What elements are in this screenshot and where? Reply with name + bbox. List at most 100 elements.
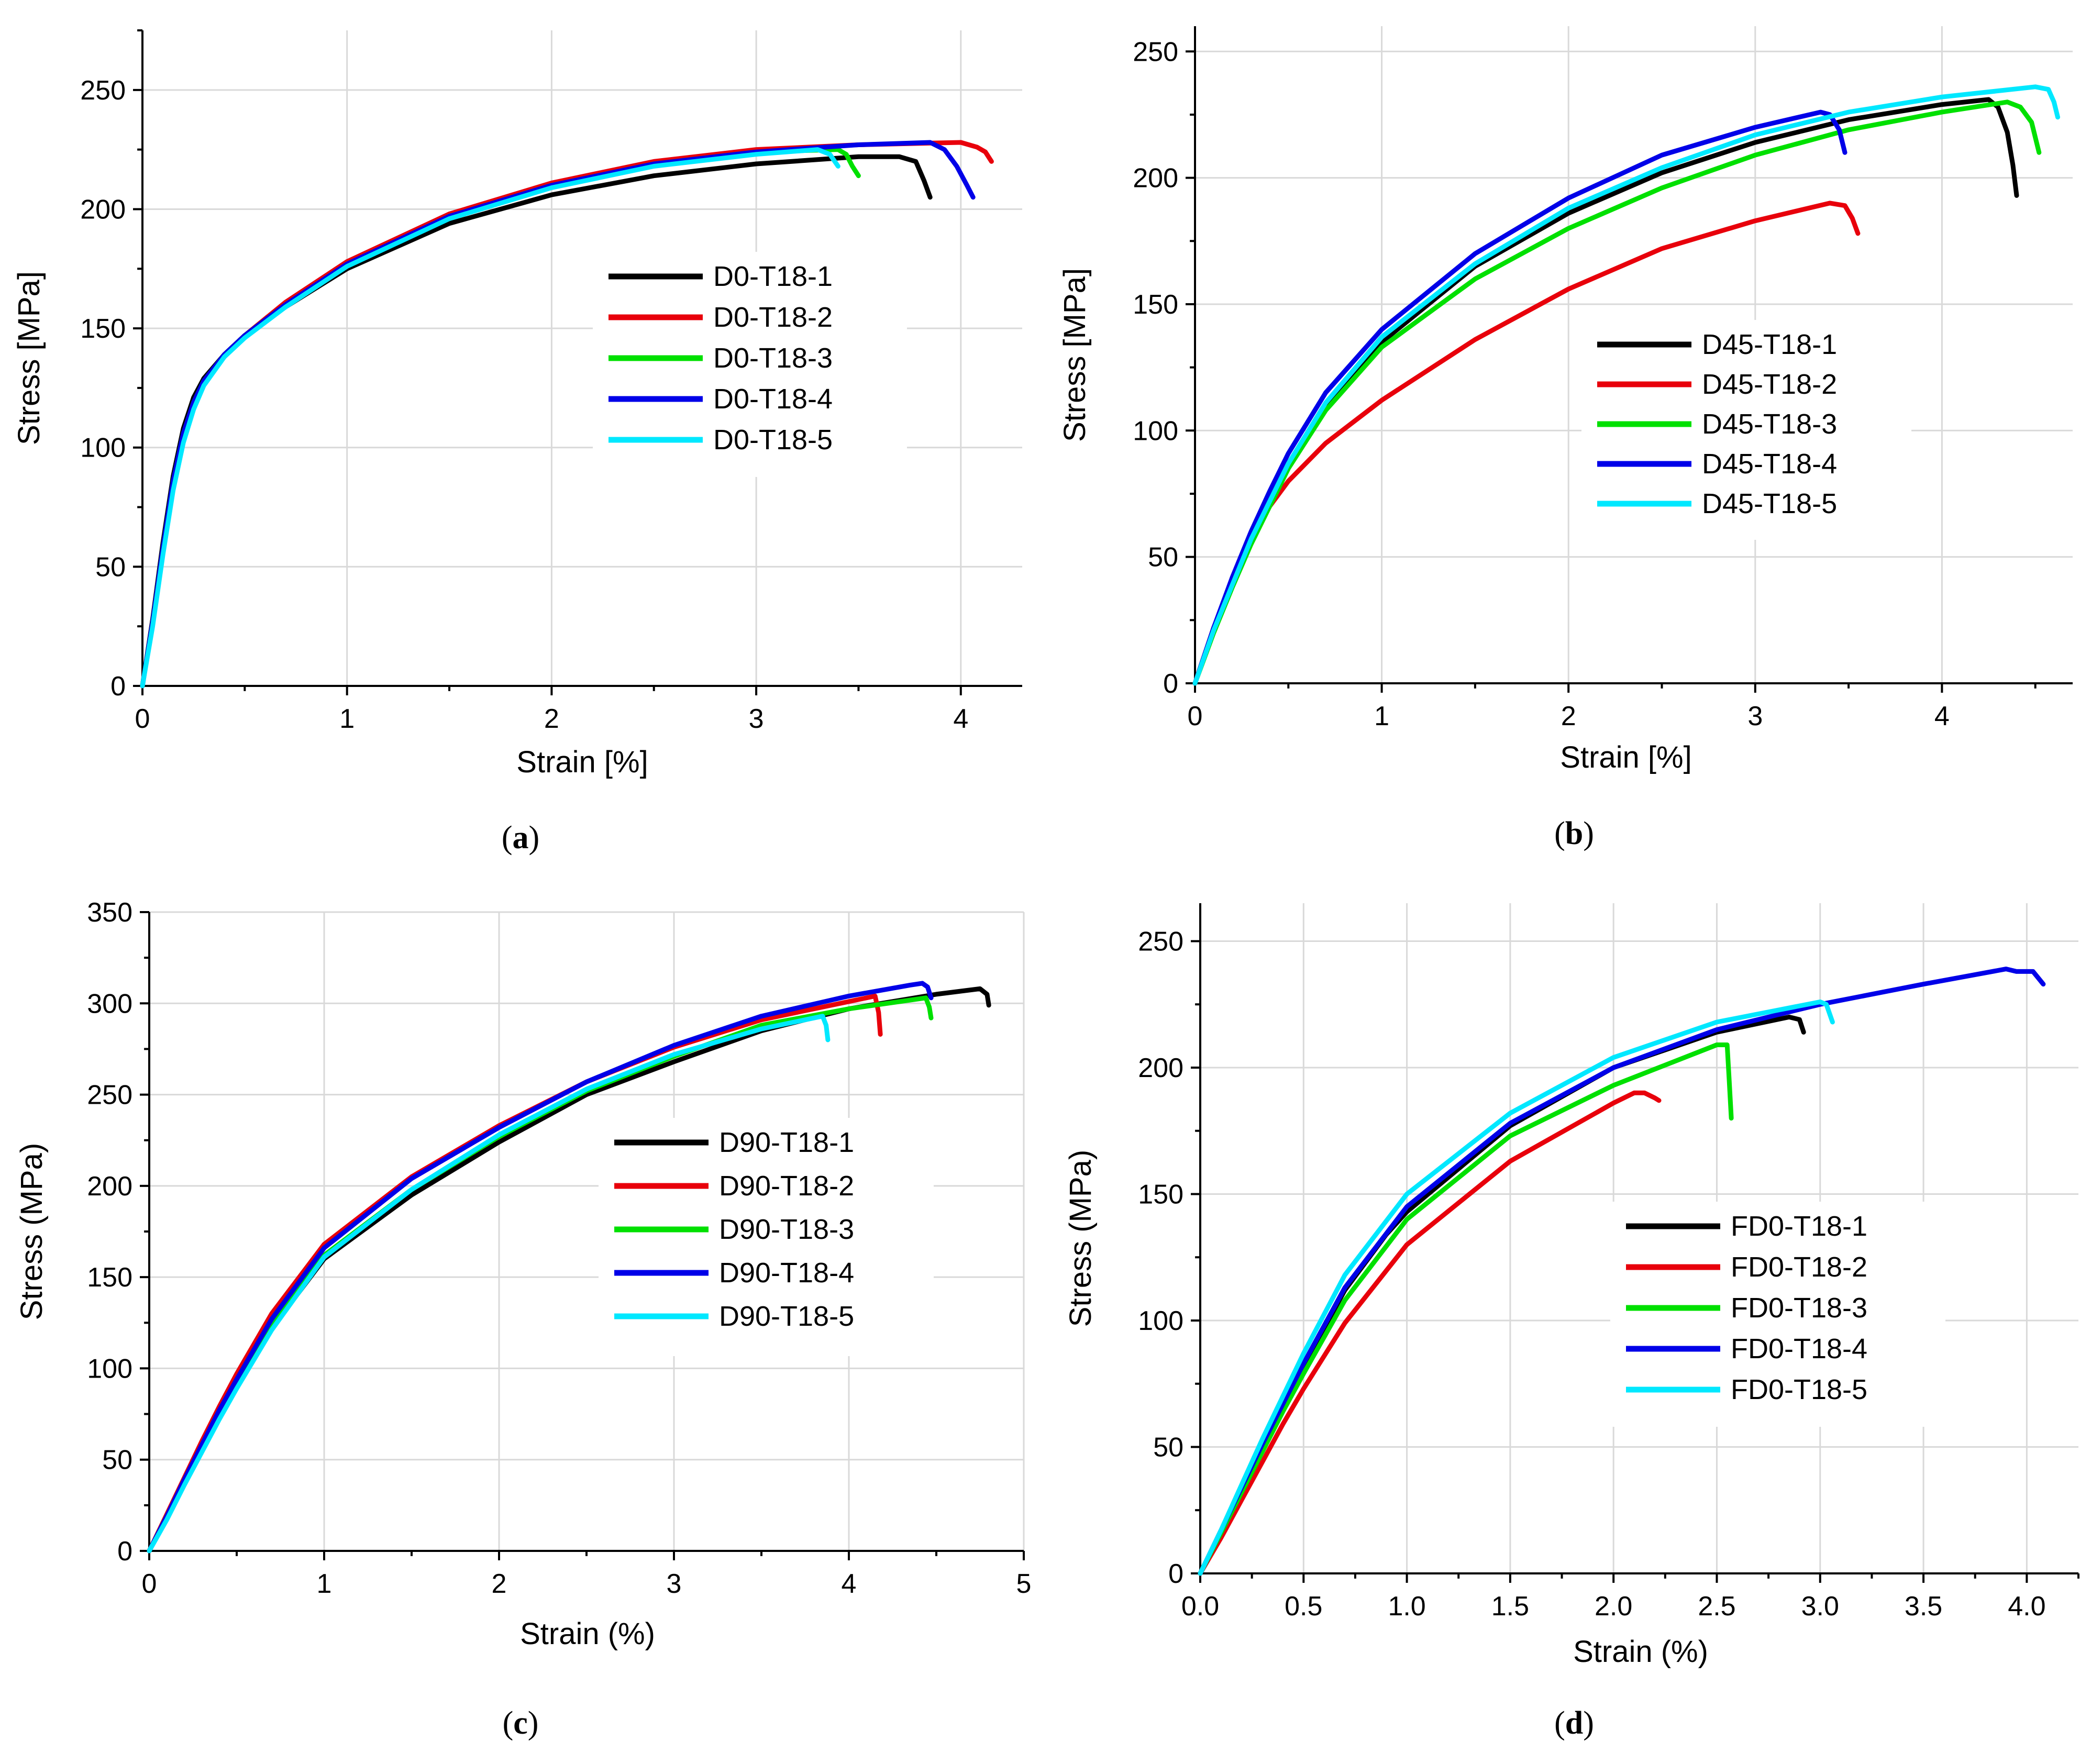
legend-label: D90-T18-1 (719, 1127, 854, 1158)
legend-label: D0-T18-2 (713, 302, 833, 333)
legend-label: FD0-T18-1 (1731, 1211, 1867, 1242)
x-tick-label: 1 (317, 1569, 332, 1599)
legend: FD0-T18-1 FD0-T18-2 FD0-T18-3 FD0-T18-4 FD0-… (1610, 1202, 1945, 1427)
y-tick-label: 300 (87, 989, 132, 1019)
y-tick-label: 200 (80, 194, 126, 225)
y-tick-label: 350 (87, 897, 132, 928)
legend-label: D45-T18-2 (1702, 369, 1837, 400)
y-tick-label: 100 (87, 1353, 132, 1384)
series-line-D45-T18-5 (1192, 84, 2060, 686)
panel-caption: (a) (502, 820, 539, 856)
y-tick-label: 0 (117, 1536, 132, 1567)
y-tick-label: 50 (1148, 542, 1178, 573)
legend-label: D90-T18-4 (719, 1257, 854, 1289)
panel-caption-letter: c (513, 1705, 528, 1741)
y-tick-label: 100 (80, 433, 126, 463)
y-axis-title: Stress [MPa] (1058, 268, 1092, 442)
legend-label: D0-T18-3 (713, 342, 833, 374)
x-tick-label: 3 (667, 1569, 682, 1599)
panel-caption: (d) (1554, 1705, 1594, 1741)
y-tick-label: 100 (1133, 416, 1178, 446)
y-tick-label: 200 (1133, 163, 1178, 194)
panel-caption-letter: b (1565, 816, 1583, 851)
series-line-D45-T18-4 (1192, 109, 1847, 686)
y-tick-label: 250 (1133, 37, 1178, 67)
legend: D45-T18-1 D45-T18-2 D45-T18-3 D45-T18-4 D45-… (1581, 320, 1911, 540)
legend-label: D90-T18-2 (719, 1170, 854, 1202)
x-tick-label: 2 (492, 1569, 507, 1599)
y-axis-title: Stress (MPa) (15, 1143, 49, 1320)
legend-label: D0-T18-5 (713, 424, 833, 456)
x-tick-label: 2.5 (1698, 1591, 1735, 1622)
series-line-D90-T18-5 (147, 1014, 831, 1554)
legend: D0-T18-1 D0-T18-2 D0-T18-3 D0-T18-4 D0-T18-5 (593, 252, 907, 477)
y-tick-label: 250 (87, 1080, 132, 1111)
y-tick-label: 50 (1153, 1432, 1183, 1462)
panel-d: 0.0 0.5 1.0 1.5 2.0 2.5 3.0 3.5 4.0 0 50 100 150 200 2… (1064, 903, 2079, 1741)
legend-label: FD0-T18-4 (1731, 1333, 1867, 1364)
legend-label: D45-T18-1 (1702, 329, 1837, 360)
x-tick-label: 1 (339, 704, 355, 734)
series-line-D0-T18-5 (140, 147, 840, 689)
panel-caption-letter: a (513, 820, 529, 856)
legend-label: D45-T18-3 (1702, 408, 1837, 440)
y-tick-label: 100 (1138, 1306, 1183, 1336)
y-tick-label: 250 (1138, 926, 1183, 957)
y-tick-label: 0 (1168, 1559, 1183, 1589)
x-tick-label: 3.5 (1905, 1591, 1942, 1622)
x-tick-label: 4 (842, 1569, 857, 1599)
legend-label: D45-T18-4 (1702, 448, 1837, 480)
panel-a: 0 1 2 3 4 0 50 100 150 200 250 Strain [%] Stress [MP… (12, 29, 1022, 856)
y-tick-label: 150 (1133, 290, 1178, 320)
x-tick-label: 0.0 (1181, 1591, 1219, 1622)
x-tick-label: 1 (1374, 701, 1389, 731)
y-tick-label: 150 (87, 1262, 132, 1293)
legend: D90-T18-1 D90-T18-2 D90-T18-3 D90-T18-4 D90-… (599, 1118, 934, 1356)
x-tick-label: 3.0 (1801, 1591, 1839, 1622)
x-tick-label: 5 (1016, 1569, 1032, 1599)
legend-label: D0-T18-4 (713, 383, 833, 415)
x-axis-title: Strain (%) (520, 1617, 655, 1651)
series-line-FD0-T18-2 (1198, 1090, 1662, 1576)
x-tick-label: 1.5 (1491, 1591, 1529, 1622)
legend-label: FD0-T18-3 (1731, 1292, 1867, 1324)
panel-caption-letter: d (1565, 1705, 1583, 1741)
y-tick-label: 200 (87, 1171, 132, 1202)
series-line-D90-T18-4 (147, 981, 934, 1554)
grid (142, 30, 1022, 686)
y-axis-title: Stress [MPa] (12, 271, 46, 445)
y-tick-label: 0 (110, 671, 126, 702)
legend-label: D45-T18-5 (1702, 488, 1837, 519)
y-tick-label: 250 (80, 75, 126, 106)
x-axis-title: Strain [%] (516, 745, 648, 779)
x-tick-label: 4 (1934, 701, 1950, 731)
series-line-FD0-T18-3 (1198, 1042, 1734, 1576)
y-tick-label: 50 (95, 552, 126, 582)
y-tick-label: 200 (1138, 1053, 1183, 1083)
panel-caption: (b) (1554, 816, 1594, 851)
x-tick-label: 3 (749, 704, 764, 734)
x-tick-label: 2 (544, 704, 559, 734)
y-axis-title: Stress (MPa) (1064, 1150, 1098, 1327)
panel-b: 0 1 2 3 4 0 50 100 150 200 250 Strain [%] Stress [MP… (1058, 26, 2073, 851)
legend-label: FD0-T18-5 (1731, 1374, 1867, 1405)
x-tick-label: 3 (1747, 701, 1763, 731)
x-axis-title: Strain (%) (1573, 1635, 1708, 1669)
x-tick-label: 0 (135, 704, 150, 734)
series-line-FD0-T18-5 (1198, 999, 1835, 1576)
x-tick-label: 0 (1188, 701, 1203, 731)
y-tick-label: 150 (1138, 1179, 1183, 1210)
legend-label: FD0-T18-2 (1731, 1251, 1867, 1283)
y-tick-label: 50 (102, 1445, 132, 1475)
x-tick-label: 0 (142, 1569, 157, 1599)
legend-label: D0-T18-1 (713, 261, 833, 292)
x-axis-title: Strain [%] (1560, 740, 1691, 774)
legend-label: D90-T18-5 (719, 1301, 854, 1332)
panel-caption: (c) (503, 1705, 539, 1741)
x-tick-label: 4.0 (2008, 1591, 2045, 1622)
x-tick-label: 2.0 (1595, 1591, 1632, 1622)
x-tick-label: 2 (1561, 701, 1576, 731)
x-tick-label: 4 (953, 704, 968, 734)
